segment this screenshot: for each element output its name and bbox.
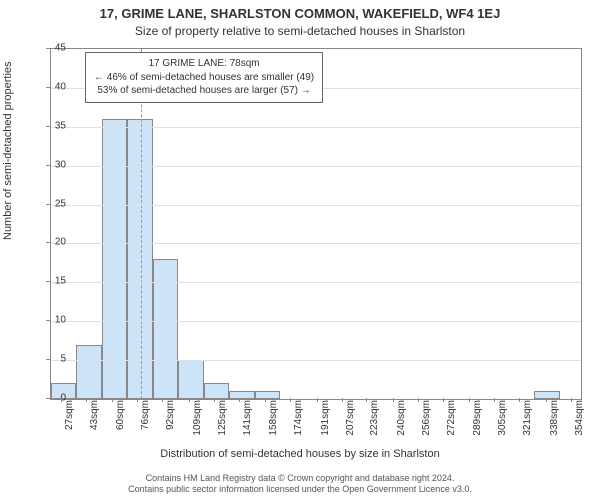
x-tick-label: 354sqm xyxy=(574,400,585,436)
chart-subtitle: Size of property relative to semi-detach… xyxy=(0,24,600,38)
x-tick-label: 289sqm xyxy=(472,400,483,436)
x-tick-label: 321sqm xyxy=(522,400,533,436)
x-tick-label: 60sqm xyxy=(115,400,126,430)
footer-line-2: Contains public sector information licen… xyxy=(0,484,600,496)
x-tick-label: 43sqm xyxy=(89,400,100,430)
annotation-line-3: 53% of semi-detached houses are larger (… xyxy=(94,84,314,98)
x-tick-label: 109sqm xyxy=(192,400,203,436)
histogram-bar xyxy=(76,345,101,399)
x-tick-label: 338sqm xyxy=(549,400,560,436)
x-tick-label: 305sqm xyxy=(497,400,508,436)
histogram-bar xyxy=(127,119,152,399)
histogram-bar xyxy=(102,119,127,399)
histogram-bar xyxy=(255,391,280,399)
x-axis-label: Distribution of semi-detached houses by … xyxy=(0,448,600,460)
footer-line-1: Contains HM Land Registry data © Crown c… xyxy=(0,473,600,485)
histogram-bar xyxy=(178,360,203,399)
x-tick-label: 92sqm xyxy=(165,400,176,430)
x-tick-label: 191sqm xyxy=(320,400,331,436)
x-tick-label: 158sqm xyxy=(268,400,279,436)
annotation-line-1: 17 GRIME LANE: 78sqm xyxy=(94,57,314,71)
x-tick-label: 174sqm xyxy=(293,400,304,436)
x-tick-label: 240sqm xyxy=(396,400,407,436)
annotation-line-2: ← 46% of semi-detached houses are smalle… xyxy=(94,71,314,85)
annotation-box: 17 GRIME LANE: 78sqm ← 46% of semi-detac… xyxy=(85,52,323,103)
histogram-bar xyxy=(153,259,178,399)
x-tick-label: 272sqm xyxy=(446,400,457,436)
chart-container: 17, GRIME LANE, SHARLSTON COMMON, WAKEFI… xyxy=(0,0,600,500)
y-axis-label: Number of semi-detached properties xyxy=(2,61,14,240)
x-tick-label: 141sqm xyxy=(242,400,253,436)
x-tick-label: 76sqm xyxy=(140,400,151,430)
x-tick-label: 207sqm xyxy=(345,400,356,436)
chart-title: 17, GRIME LANE, SHARLSTON COMMON, WAKEFI… xyxy=(0,6,600,21)
x-tick-label: 27sqm xyxy=(64,400,75,430)
histogram-bar xyxy=(229,391,254,399)
histogram-bar xyxy=(204,383,229,399)
x-tick-label: 125sqm xyxy=(217,400,228,436)
histogram-bar xyxy=(534,391,559,399)
x-tick-label: 256sqm xyxy=(421,400,432,436)
footer: Contains HM Land Registry data © Crown c… xyxy=(0,473,600,496)
x-tick-label: 223sqm xyxy=(369,400,380,436)
